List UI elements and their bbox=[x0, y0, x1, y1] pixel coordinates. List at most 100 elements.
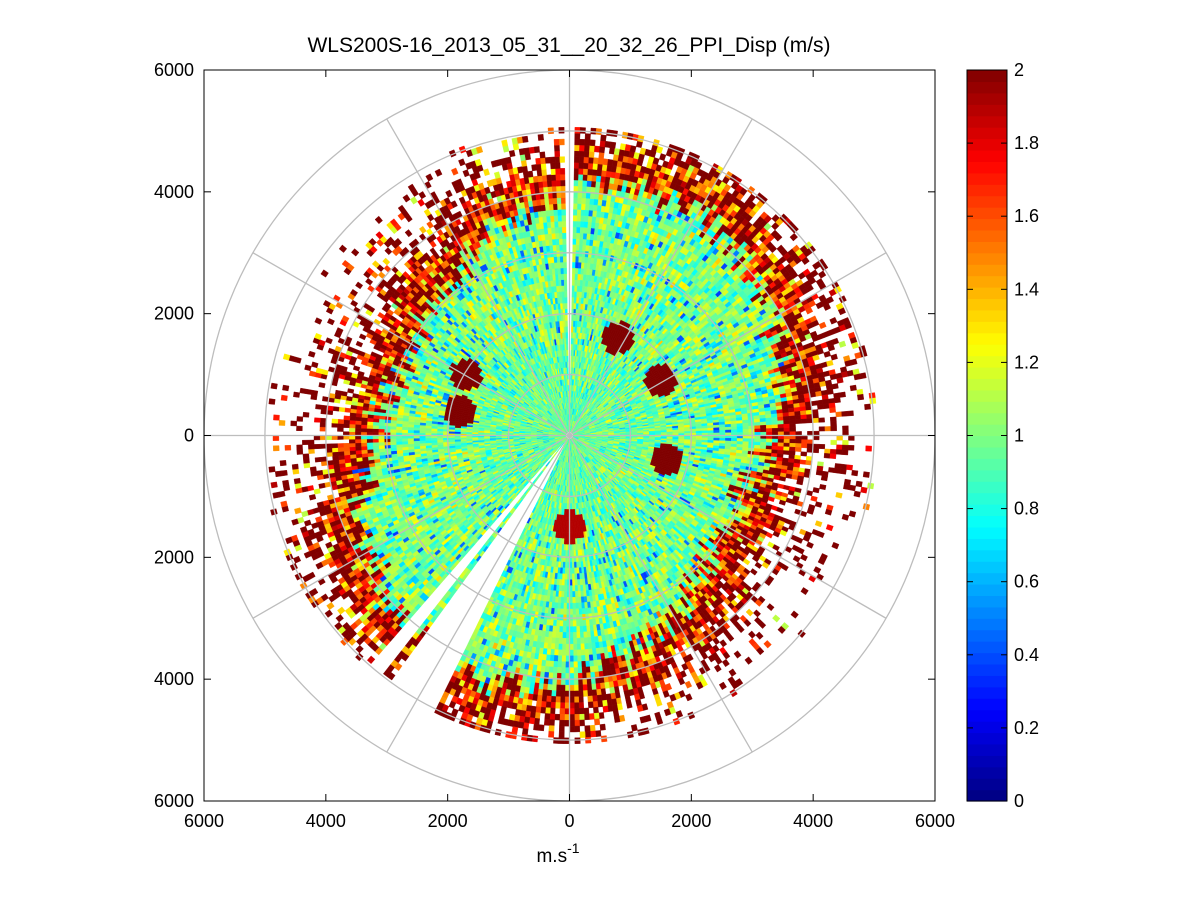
dispersion-cell bbox=[579, 144, 585, 152]
dispersion-cell bbox=[830, 439, 837, 446]
dispersion-cell bbox=[742, 422, 749, 427]
dispersion-cell bbox=[865, 445, 872, 452]
dispersion-cell bbox=[666, 431, 673, 435]
dispersion-cell bbox=[812, 448, 820, 454]
dispersion-cell bbox=[701, 430, 709, 434]
dispersion-cell bbox=[788, 415, 796, 421]
dispersion-cell bbox=[573, 168, 580, 175]
dispersion-cell bbox=[842, 430, 849, 436]
dispersion-cell bbox=[829, 407, 836, 413]
dispersion-cell bbox=[575, 238, 581, 245]
dispersion-cell bbox=[839, 468, 847, 475]
dispersion-cell bbox=[826, 388, 834, 395]
dispersion-cell bbox=[574, 144, 580, 152]
dispersion-cell bbox=[782, 412, 790, 418]
dispersion-cell bbox=[838, 391, 846, 398]
dispersion-cell bbox=[782, 450, 790, 455]
dispersion-cell bbox=[713, 437, 720, 441]
dispersion-cell bbox=[730, 438, 738, 442]
dispersion-cell bbox=[571, 273, 576, 280]
dispersion-cell bbox=[736, 438, 744, 442]
dispersion-cell bbox=[573, 197, 579, 204]
dispersion-cell bbox=[578, 150, 585, 158]
dispersion-cell bbox=[771, 424, 779, 429]
dispersion-cell bbox=[574, 132, 581, 140]
dispersion-cell bbox=[586, 186, 592, 193]
dispersion-cell bbox=[719, 427, 726, 431]
dispersion-cell bbox=[574, 150, 580, 157]
dispersion-cell bbox=[573, 162, 580, 169]
dispersion-cell bbox=[742, 428, 749, 433]
dispersion-cell bbox=[578, 156, 585, 164]
dispersion-cell bbox=[571, 296, 575, 304]
dispersion-cell bbox=[834, 463, 842, 470]
chart-title: WLS200S-16_2013_05_31__20_32_26_PPI_Disp… bbox=[307, 34, 830, 57]
dispersion-cell bbox=[771, 427, 779, 433]
dispersion-cell bbox=[572, 267, 576, 275]
dispersion-cell bbox=[836, 377, 844, 384]
dispersion-cell bbox=[765, 421, 773, 426]
dispersion-cell bbox=[585, 197, 591, 205]
dispersion-cell bbox=[788, 411, 796, 417]
dispersion-cell bbox=[730, 423, 738, 428]
dispersion-cell bbox=[843, 483, 851, 491]
dispersion-cell bbox=[783, 442, 790, 448]
dispersion-cell bbox=[655, 146, 664, 154]
dispersion-cell bbox=[765, 417, 773, 423]
dispersion-cell bbox=[842, 440, 849, 446]
dispersion-cell bbox=[684, 431, 691, 434]
dispersion-cell bbox=[573, 185, 579, 193]
dispersion-cell bbox=[846, 464, 853, 471]
dispersion-cell bbox=[572, 220, 578, 228]
dispersion-cell bbox=[583, 162, 589, 170]
dispersion-cell bbox=[695, 430, 703, 434]
dispersion-cell bbox=[829, 416, 837, 423]
dispersion-cell bbox=[695, 428, 703, 432]
dispersion-cell bbox=[577, 185, 583, 193]
dispersion-cell bbox=[841, 449, 849, 456]
dispersion-cell bbox=[754, 444, 761, 450]
dispersion-cell bbox=[829, 453, 837, 460]
dispersion-cell bbox=[742, 425, 750, 430]
dispersion-cell bbox=[579, 238, 584, 246]
dispersion-cell bbox=[725, 429, 732, 434]
dispersion-cell bbox=[579, 232, 584, 240]
dispersion-cell bbox=[828, 467, 835, 473]
dispersion-cell bbox=[672, 431, 679, 434]
dispersion-cell bbox=[597, 157, 604, 165]
dispersion-cell bbox=[812, 443, 820, 449]
dispersion-cell bbox=[788, 450, 796, 456]
dispersion-cell bbox=[707, 430, 714, 434]
dispersion-cell bbox=[730, 426, 738, 431]
dispersion-cell bbox=[800, 414, 808, 420]
dispersion-cell bbox=[819, 380, 827, 387]
dispersion-cell bbox=[783, 419, 790, 425]
dispersion-cell bbox=[574, 267, 579, 275]
dispersion-cell bbox=[579, 138, 586, 146]
dispersion-cell bbox=[574, 273, 579, 281]
dispersion-cell bbox=[725, 437, 732, 442]
dispersion-cell bbox=[765, 445, 773, 450]
dispersion-cell bbox=[818, 417, 825, 423]
dispersion-cell bbox=[573, 209, 578, 216]
dispersion-cell bbox=[580, 209, 586, 216]
dispersion-cell bbox=[742, 438, 749, 443]
dispersion-cell bbox=[835, 411, 843, 418]
dispersion-cell bbox=[771, 420, 779, 426]
dispersion-cell bbox=[578, 174, 584, 181]
dispersion-cell bbox=[783, 446, 790, 452]
dispersion-cell bbox=[820, 475, 828, 482]
dispersion-cell bbox=[771, 442, 779, 447]
dispersion-cell bbox=[835, 449, 843, 455]
dispersion-cell bbox=[777, 442, 785, 447]
dispersion-cell bbox=[777, 446, 784, 451]
dispersion-cell bbox=[598, 152, 605, 159]
dispersion-cell bbox=[754, 425, 761, 430]
dispersion-cell bbox=[584, 215, 589, 223]
dispersion-cell bbox=[801, 439, 808, 445]
dispersion-cell bbox=[833, 467, 841, 474]
dispersion-cell bbox=[595, 128, 602, 136]
dispersion-cell bbox=[785, 473, 793, 479]
dispersion-cell bbox=[577, 203, 582, 210]
